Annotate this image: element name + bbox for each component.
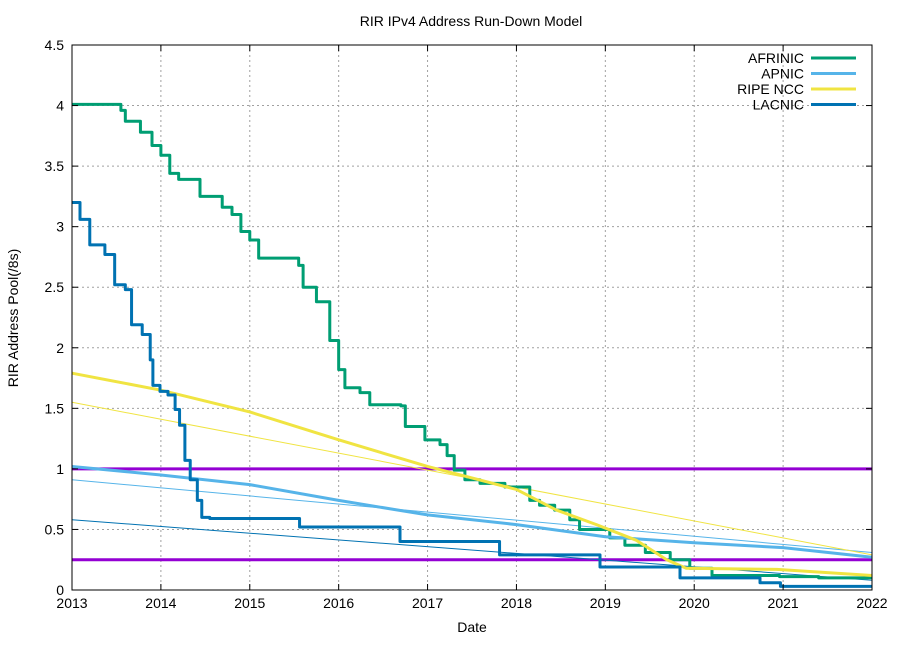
x-tick-label: 2014 <box>145 595 176 611</box>
trend-line-lacnic <box>71 519 873 581</box>
x-tick-label: 2015 <box>234 595 265 611</box>
x-tick-label: 2018 <box>501 595 532 611</box>
axis-ticks: 2013 2014 2015 2016 2017 2018 2019 2020 2021 2022… <box>45 37 888 611</box>
threshold-lines <box>72 467 872 562</box>
x-tick-label: 2019 <box>590 595 621 611</box>
x-tick-label: 2022 <box>856 595 887 611</box>
legend-label: APNIC <box>761 66 804 82</box>
trend-line-apnic <box>71 479 873 553</box>
x-tick-label: 2013 <box>56 595 87 611</box>
y-tick-label: 4 <box>56 98 64 114</box>
legend-label: RIPE NCC <box>737 81 804 97</box>
series-line-apnic <box>71 464 873 559</box>
legend-label: AFRINIC <box>748 50 804 66</box>
y-tick-label: 1.5 <box>45 400 65 416</box>
trend-lines <box>71 401 873 581</box>
y-tick-label: 2 <box>56 340 64 356</box>
series-line-ripe-ncc <box>71 371 873 577</box>
x-axis-label: Date <box>457 619 487 635</box>
y-tick-label: 0 <box>56 582 64 598</box>
y-tick-label: 1 <box>56 461 64 477</box>
grid <box>72 45 872 590</box>
x-tick-label: 2016 <box>323 595 354 611</box>
x-tick-label: 2020 <box>679 595 710 611</box>
series-line-afrinic <box>72 102 872 580</box>
plot-border <box>71 44 873 591</box>
y-tick-label: 3.5 <box>45 158 65 174</box>
x-tick-label: 2021 <box>768 595 799 611</box>
chart-title: RIR IPv4 Address Run-Down Model <box>360 13 583 29</box>
x-tick-label: 2017 <box>412 595 443 611</box>
y-tick-label: 3 <box>56 219 64 235</box>
series-lines <box>71 102 873 588</box>
y-tick-label: 2.5 <box>45 279 65 295</box>
y-axis-label: RIR Address Pool(/8s) <box>5 249 21 388</box>
y-tick-label: 0.5 <box>45 521 65 537</box>
series-line-lacnic <box>72 200 872 588</box>
legend-label: LACNIC <box>753 97 804 113</box>
y-tick-label: 4.5 <box>45 37 65 53</box>
